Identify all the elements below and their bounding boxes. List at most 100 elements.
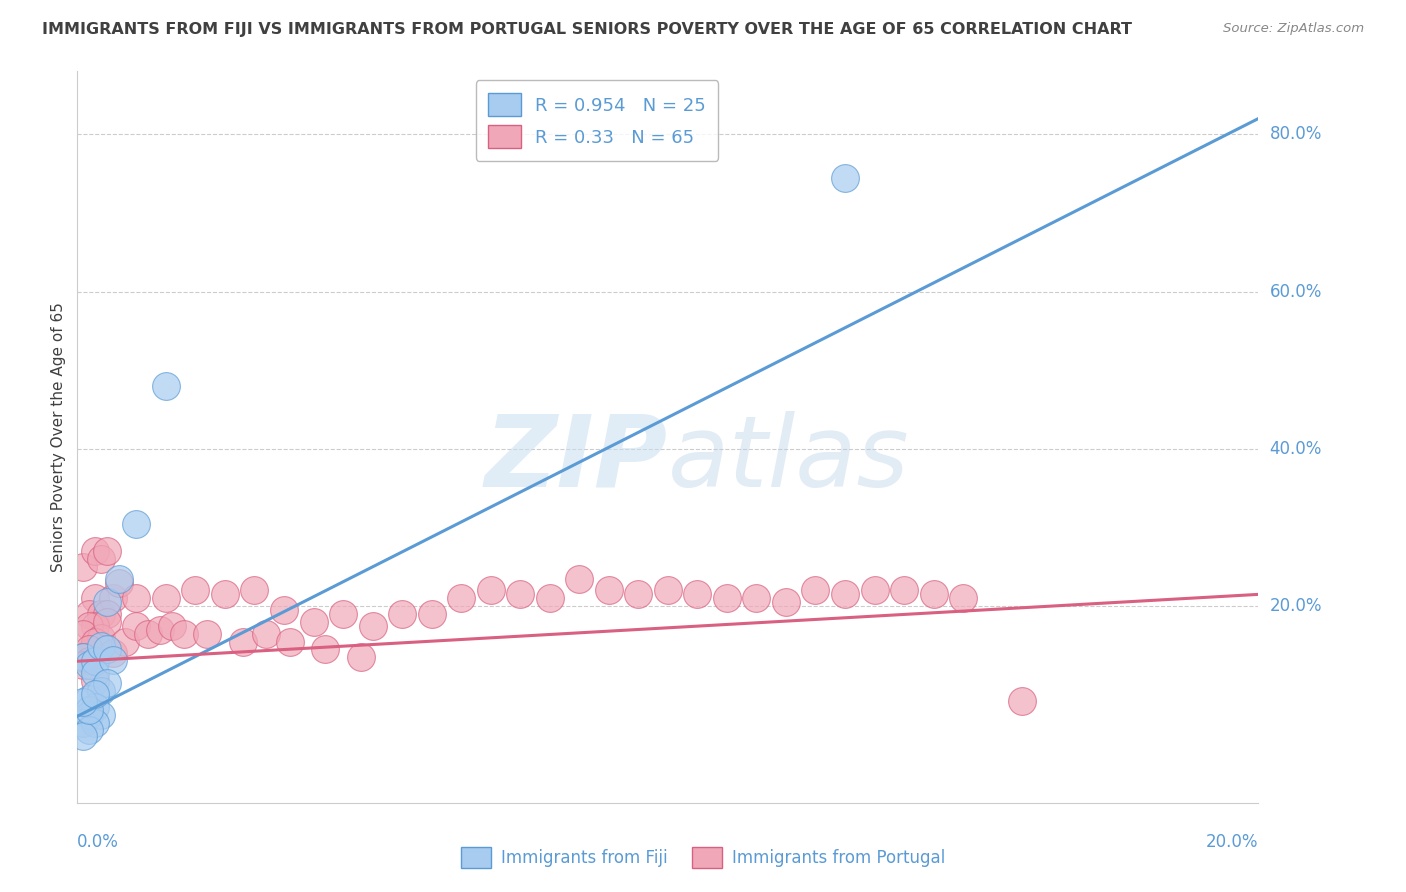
Point xyxy=(834,170,856,185)
Point xyxy=(155,591,177,606)
Point xyxy=(84,634,107,648)
Point xyxy=(96,595,118,609)
Y-axis label: Seniors Poverty Over the Age of 65: Seniors Poverty Over the Age of 65 xyxy=(51,302,66,572)
Point xyxy=(136,626,159,640)
Point xyxy=(538,591,561,606)
Point xyxy=(391,607,413,621)
Point xyxy=(84,654,107,668)
Point xyxy=(101,646,124,660)
Point xyxy=(96,642,118,657)
Point xyxy=(254,626,277,640)
Point xyxy=(77,642,100,657)
Point xyxy=(350,650,373,665)
Text: ZIP: ZIP xyxy=(485,410,668,508)
Point xyxy=(77,654,100,668)
Point xyxy=(273,603,295,617)
Point xyxy=(214,587,236,601)
Point xyxy=(90,684,112,698)
Text: 20.0%: 20.0% xyxy=(1206,833,1258,851)
Point xyxy=(84,715,107,730)
Point xyxy=(314,642,336,657)
Point xyxy=(278,634,301,648)
Point xyxy=(657,583,679,598)
Point xyxy=(775,595,797,609)
Point xyxy=(77,619,100,633)
Text: Source: ZipAtlas.com: Source: ZipAtlas.com xyxy=(1223,22,1364,36)
Point xyxy=(77,607,100,621)
Point xyxy=(72,658,94,673)
Point xyxy=(302,615,325,629)
Point xyxy=(90,607,112,621)
Point xyxy=(96,676,118,690)
Point xyxy=(107,572,129,586)
Text: 40.0%: 40.0% xyxy=(1270,440,1322,458)
Text: IMMIGRANTS FROM FIJI VS IMMIGRANTS FROM PORTUGAL SENIORS POVERTY OVER THE AGE OF: IMMIGRANTS FROM FIJI VS IMMIGRANTS FROM … xyxy=(42,22,1132,37)
Point xyxy=(72,650,94,665)
Point xyxy=(84,699,107,714)
Point xyxy=(160,619,183,633)
Point xyxy=(96,615,118,629)
Point xyxy=(84,619,107,633)
Point xyxy=(745,591,768,606)
Point xyxy=(90,552,112,566)
Point xyxy=(1011,693,1033,707)
Point xyxy=(598,583,620,598)
Point xyxy=(952,591,974,606)
Point xyxy=(107,575,129,590)
Point xyxy=(509,587,531,601)
Point xyxy=(243,583,266,598)
Point xyxy=(173,626,195,640)
Point xyxy=(72,695,94,709)
Point xyxy=(332,607,354,621)
Point xyxy=(232,634,254,648)
Point xyxy=(114,634,136,648)
Point xyxy=(450,591,472,606)
Point xyxy=(893,583,915,598)
Point xyxy=(627,587,650,601)
Legend: R = 0.954   N = 25, R = 0.33   N = 65: R = 0.954 N = 25, R = 0.33 N = 65 xyxy=(475,80,718,161)
Point xyxy=(84,687,107,701)
Legend: Immigrants from Fiji, Immigrants from Portugal: Immigrants from Fiji, Immigrants from Po… xyxy=(454,840,952,875)
Point xyxy=(184,583,207,598)
Text: 80.0%: 80.0% xyxy=(1270,125,1322,144)
Point xyxy=(77,646,100,660)
Point xyxy=(72,650,94,665)
Point xyxy=(420,607,443,621)
Point xyxy=(72,715,94,730)
Point xyxy=(77,658,100,673)
Text: atlas: atlas xyxy=(668,410,910,508)
Text: 20.0%: 20.0% xyxy=(1270,597,1322,615)
Point xyxy=(77,707,100,722)
Point xyxy=(77,703,100,717)
Point xyxy=(834,587,856,601)
Point xyxy=(84,673,107,688)
Point xyxy=(72,626,94,640)
Point xyxy=(125,591,148,606)
Point xyxy=(863,583,886,598)
Point xyxy=(361,619,384,633)
Point xyxy=(90,631,112,645)
Point xyxy=(84,666,107,681)
Point xyxy=(84,544,107,558)
Point xyxy=(479,583,502,598)
Point xyxy=(716,591,738,606)
Point xyxy=(195,626,218,640)
Point xyxy=(77,723,100,738)
Point xyxy=(90,707,112,722)
Point xyxy=(155,379,177,393)
Text: 60.0%: 60.0% xyxy=(1270,283,1322,301)
Point xyxy=(90,639,112,653)
Point xyxy=(96,607,118,621)
Point xyxy=(922,587,945,601)
Point xyxy=(96,544,118,558)
Text: 0.0%: 0.0% xyxy=(77,833,120,851)
Point xyxy=(101,591,124,606)
Point xyxy=(101,653,124,667)
Point xyxy=(125,619,148,633)
Point xyxy=(568,572,591,586)
Point xyxy=(125,516,148,531)
Point xyxy=(84,591,107,606)
Point xyxy=(77,692,100,706)
Point xyxy=(149,623,172,637)
Point xyxy=(72,729,94,743)
